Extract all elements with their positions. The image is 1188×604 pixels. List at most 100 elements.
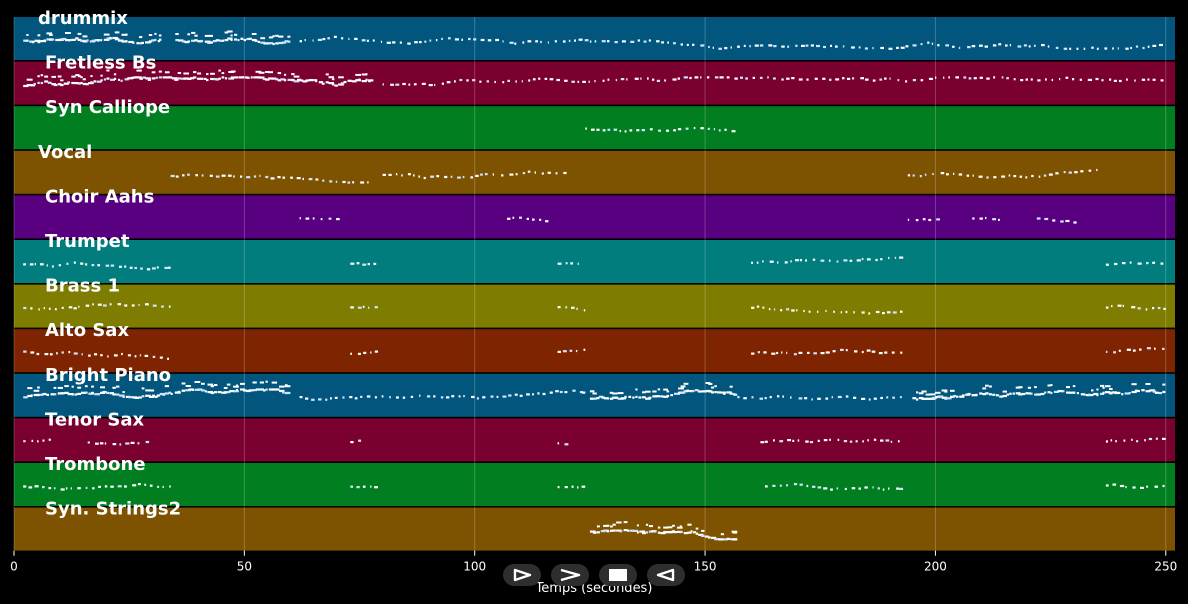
note — [749, 45, 751, 48]
note — [845, 395, 849, 398]
note — [1087, 78, 1092, 81]
note — [137, 483, 141, 486]
note — [168, 266, 171, 269]
note — [1091, 46, 1094, 49]
note — [154, 32, 157, 35]
note — [1126, 348, 1131, 351]
rewind-button[interactable] — [647, 564, 685, 586]
note — [1144, 439, 1146, 442]
note — [680, 391, 686, 394]
note — [759, 76, 763, 79]
note — [1063, 47, 1068, 50]
stop-button[interactable] — [599, 564, 637, 586]
note — [110, 264, 115, 267]
note — [221, 174, 226, 177]
note — [880, 258, 883, 261]
play-button[interactable] — [503, 564, 541, 586]
note — [817, 310, 819, 313]
note — [130, 441, 135, 444]
note — [149, 484, 153, 487]
note — [683, 382, 689, 385]
note — [679, 525, 682, 528]
note — [1135, 45, 1139, 48]
note — [1076, 47, 1079, 50]
note — [74, 393, 78, 396]
note — [692, 43, 695, 46]
note — [743, 397, 747, 400]
note — [1027, 386, 1031, 389]
note — [168, 391, 172, 394]
note — [829, 438, 831, 441]
note — [1105, 350, 1108, 353]
note — [799, 483, 803, 486]
forward-button[interactable] — [551, 564, 589, 586]
note-segment — [350, 262, 377, 266]
note — [212, 40, 217, 43]
note — [1034, 393, 1037, 396]
note — [305, 79, 310, 82]
note — [65, 32, 71, 34]
note — [978, 175, 983, 178]
note — [57, 386, 63, 389]
note — [348, 37, 350, 40]
note — [672, 524, 675, 527]
note — [271, 77, 277, 80]
note — [1025, 78, 1028, 81]
note — [215, 78, 219, 81]
note — [336, 218, 340, 221]
note — [820, 259, 825, 262]
note — [240, 382, 245, 385]
note — [230, 34, 233, 37]
note — [64, 385, 69, 388]
note — [64, 391, 69, 394]
note — [311, 398, 315, 401]
note — [60, 79, 64, 82]
note — [434, 83, 436, 87]
note — [967, 46, 971, 49]
note — [260, 41, 266, 44]
note — [666, 129, 669, 132]
note — [879, 78, 883, 81]
note — [334, 84, 338, 87]
note — [607, 78, 610, 81]
note — [156, 394, 161, 397]
note — [526, 217, 529, 220]
note — [1111, 391, 1117, 394]
note — [1061, 390, 1065, 393]
note — [562, 350, 567, 353]
note — [806, 484, 809, 488]
note — [674, 531, 678, 534]
note — [985, 392, 989, 395]
note — [148, 40, 153, 43]
note — [514, 393, 518, 396]
note — [354, 37, 358, 40]
note — [1122, 304, 1124, 307]
note — [381, 395, 384, 398]
note — [91, 264, 95, 267]
note — [652, 78, 655, 81]
note — [194, 388, 201, 391]
note — [584, 39, 589, 42]
note — [673, 129, 676, 132]
note — [875, 310, 880, 314]
note — [547, 41, 549, 44]
note — [271, 388, 278, 391]
note — [934, 391, 941, 394]
note — [362, 305, 365, 308]
note — [492, 173, 494, 176]
note — [614, 41, 618, 44]
note — [763, 351, 767, 354]
note — [652, 390, 657, 393]
note — [490, 395, 494, 398]
note — [145, 77, 151, 80]
track-lane — [14, 329, 1175, 373]
note — [1057, 390, 1064, 393]
note — [454, 38, 459, 41]
note — [151, 77, 156, 80]
note — [925, 393, 931, 396]
note — [50, 393, 55, 396]
note — [30, 351, 35, 354]
note — [663, 526, 669, 529]
note — [657, 388, 661, 391]
note — [723, 392, 726, 395]
